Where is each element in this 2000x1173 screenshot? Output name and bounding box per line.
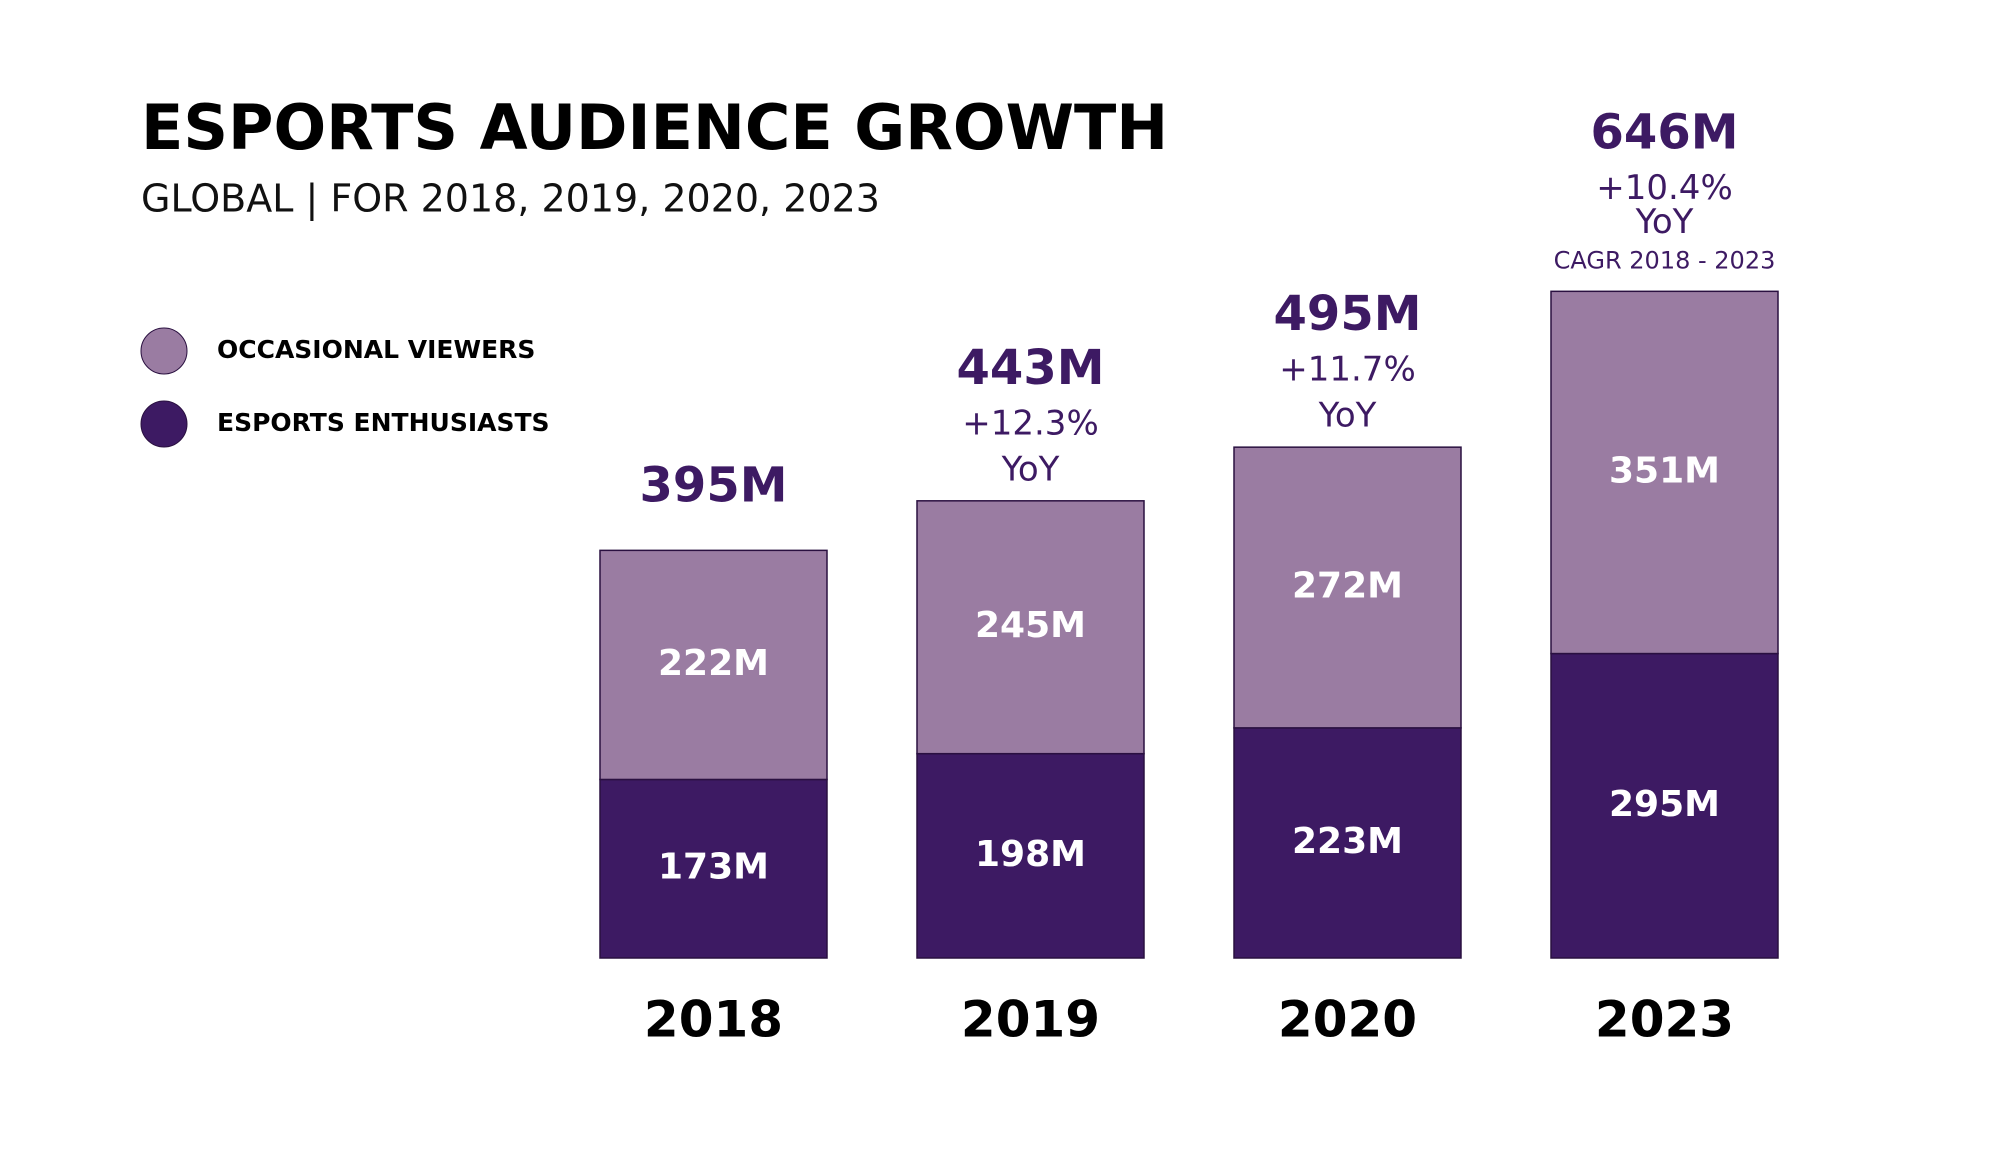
growth-label: +11.7% [1279, 350, 1416, 390]
growth-label: +12.3% [962, 403, 1099, 443]
segment-label: 245M [975, 605, 1086, 646]
segment-label: 173M [658, 847, 769, 888]
growth-label: YoY [1318, 396, 1377, 436]
total-label: 395M [640, 457, 788, 513]
growth-label: YoY [1635, 202, 1694, 242]
bar-segment [599, 778, 828, 959]
legend-label: ESPORTS ENTHUSIASTS [217, 408, 550, 437]
legend-swatch [140, 327, 188, 375]
segment-label: 295M [1609, 784, 1720, 825]
bar-segment [1550, 652, 1779, 959]
chart-title: ESPORTS AUDIENCE GROWTH [141, 91, 1168, 164]
total-label: 646M [1591, 104, 1739, 160]
bar-segment [1233, 727, 1462, 959]
bar-segment [1550, 290, 1779, 655]
segment-label: 223M [1292, 821, 1403, 862]
bar-segment [916, 500, 1145, 755]
growth-label: +10.4% [1596, 168, 1733, 208]
x-tick-label: 2018 [644, 991, 783, 1049]
segment-label: 272M [1292, 566, 1403, 607]
legend-swatch [140, 400, 188, 448]
x-tick-label: 2023 [1595, 991, 1734, 1049]
bar-segment [1233, 446, 1462, 729]
growth-label: YoY [1001, 449, 1060, 489]
growth-label: CAGR 2018 - 2023 [1554, 246, 1776, 274]
x-tick-label: 2019 [961, 991, 1100, 1049]
bar-segment [599, 549, 828, 781]
total-label: 495M [1274, 286, 1422, 342]
x-tick-label: 2020 [1278, 991, 1417, 1049]
segment-label: 351M [1609, 450, 1720, 491]
chart-subtitle: GLOBAL | FOR 2018, 2019, 2020, 2023 [141, 177, 880, 222]
total-label: 443M [957, 340, 1105, 396]
segment-label: 198M [975, 834, 1086, 875]
segment-label: 222M [658, 643, 769, 684]
legend-label: OCCASIONAL VIEWERS [217, 335, 535, 364]
